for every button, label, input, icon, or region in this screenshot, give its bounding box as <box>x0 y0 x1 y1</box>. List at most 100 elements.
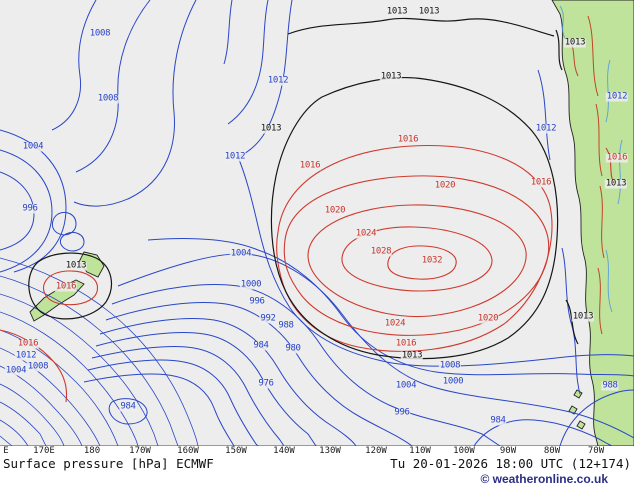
isobar-992 <box>99 318 357 446</box>
isobar-pack <box>0 275 179 446</box>
isobar-label-1013: 1013 <box>259 123 283 134</box>
river-lines <box>559 5 623 313</box>
isobar-1000 <box>0 149 53 273</box>
isobar-label-1016: 1016 <box>605 152 629 163</box>
isobar-label-996: 996 <box>248 296 266 307</box>
chile-fjord-islet <box>576 420 586 430</box>
pressure-map: 1013 1013 1013 1013 1013 1013 1013 1013 1013 1008… <box>0 0 634 446</box>
river <box>605 249 613 313</box>
isobar-1032-ring <box>387 245 457 280</box>
map-title: Surface pressure [hPa] ECMWF <box>3 456 214 471</box>
isobar-label-1020: 1020 <box>323 205 347 216</box>
isobar-label-992: 992 <box>259 313 277 324</box>
isobar-label-1013: 1013 <box>571 311 595 322</box>
lon-label-90W: 90W <box>499 446 517 456</box>
river <box>559 5 567 41</box>
lon-label-160W: 160W <box>177 446 199 456</box>
isobar-1012 <box>237 0 634 367</box>
isobar-label-1016: 1016 <box>16 338 40 349</box>
lon-label-130W: 130W <box>319 446 341 456</box>
isobar-1016-nz-ring <box>42 270 99 306</box>
isobar-976 <box>83 373 235 446</box>
closed-low-ring <box>59 231 85 252</box>
isobar-1013-main-loop <box>270 77 559 360</box>
isobar-label-layer: 1013 1013 1013 1013 1013 1013 1013 1013 1013 1008… <box>4 6 629 426</box>
isobar-pack <box>0 401 47 446</box>
lon-label-140W: 140W <box>273 446 295 456</box>
isobar-label-1013: 1013 <box>385 6 409 17</box>
isobar-1012 <box>537 69 551 161</box>
isobar-label-1020: 1020 <box>433 180 457 191</box>
isobar-label-1032: 1032 <box>420 255 444 266</box>
isobar-label-1004: 1004 <box>21 141 45 152</box>
isobar-label-1000: 1000 <box>441 376 465 387</box>
isobar-980 <box>87 359 259 446</box>
isobar-label-1012: 1012 <box>605 91 629 102</box>
closed-low-ring <box>51 211 77 236</box>
isobar-1000 <box>111 284 501 446</box>
isobar-label-1004: 1004 <box>394 380 418 391</box>
isobar-1011 <box>223 0 233 65</box>
isobar-pack <box>0 419 29 446</box>
isobar-1020-ring <box>283 175 550 336</box>
river <box>605 59 611 123</box>
isobar-1013-nz-ring <box>28 252 113 320</box>
isobar-label-1012: 1012 <box>14 350 38 361</box>
isobar-label-1004: 1004 <box>4 365 28 376</box>
isobar-label-1024: 1024 <box>354 228 378 239</box>
isobar-label-1008: 1008 <box>438 360 462 371</box>
andes-ridge <box>595 103 603 177</box>
isobar-1024-ring <box>307 204 527 318</box>
andes-ridge <box>599 185 605 259</box>
isobar-label-1008: 1008 <box>88 28 112 39</box>
south-america <box>551 0 634 446</box>
isobar-996 <box>0 171 35 251</box>
isobar-pack <box>0 293 159 446</box>
andes-ridge <box>597 267 603 335</box>
copyright-link[interactable]: © weatheronline.co.uk <box>480 472 608 486</box>
river <box>617 139 623 205</box>
lon-label-110W: 110W <box>409 446 431 456</box>
isobar-label-1012: 1012 <box>266 75 290 86</box>
isobar-label-1020: 1020 <box>476 313 500 324</box>
isobar-label-1013: 1013 <box>64 260 88 271</box>
isobar-1016-ring <box>276 144 553 352</box>
isobar-label-984: 984 <box>489 415 507 426</box>
isobar-label-976: 976 <box>257 378 275 389</box>
isobar-984 <box>473 419 613 446</box>
lon-label-120W: 120W <box>365 446 387 456</box>
isobar-label-1028: 1028 <box>369 246 393 257</box>
high-pressure-isobars <box>0 144 615 403</box>
longitude-axis: E 170E 180 170W 160W 150W 140W 130W 120W 110W 100W… <box>0 447 634 457</box>
lon-label-180: 180 <box>83 446 101 456</box>
isobar-pack <box>0 311 139 446</box>
isobar-1016-sw <box>0 329 68 403</box>
isobar-1004 <box>117 253 634 439</box>
lon-label-170W: 170W <box>129 446 151 456</box>
isobar-label-996: 996 <box>393 407 411 418</box>
isobar-label-984: 984 <box>252 340 270 351</box>
isobar-988 <box>559 389 634 446</box>
isobar-1011 <box>227 0 269 125</box>
isobar-label-1016: 1016 <box>396 134 420 145</box>
isobar-label-1012: 1012 <box>534 123 558 134</box>
isobar-label-1008: 1008 <box>26 361 50 372</box>
isobar-1010 <box>73 0 197 207</box>
footer-title-row: Surface pressure [hPa] ECMWF Tu 20-01-20… <box>0 456 634 471</box>
isobar-label-1016: 1016 <box>529 177 553 188</box>
isobar-label-1004: 1004 <box>229 248 253 259</box>
lon-label-100W: 100W <box>453 446 475 456</box>
isobar-label-988: 988 <box>277 320 295 331</box>
isobar-label-980: 980 <box>284 343 302 354</box>
isobar-1008 <box>147 237 634 377</box>
isobar-pack <box>0 383 65 446</box>
isobar-1008 <box>51 0 97 131</box>
lon-label-170E: 170E <box>33 446 55 456</box>
isobar-label-988: 988 <box>601 380 619 391</box>
isobar-label-1000: 1000 <box>239 279 263 290</box>
isobar-label-1008: 1008 <box>96 93 120 104</box>
isobar-label-1016: 1016 <box>54 281 78 292</box>
isobar-label-1012: 1012 <box>223 151 247 162</box>
isobar-pack <box>0 257 199 446</box>
